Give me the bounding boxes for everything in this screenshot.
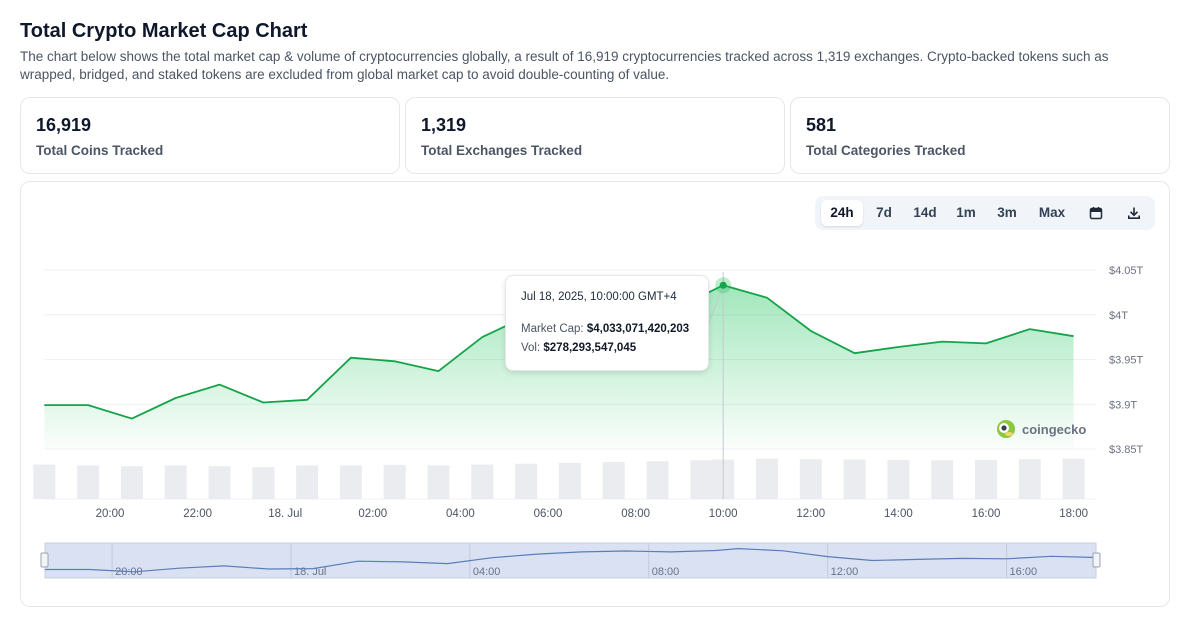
volume-bar [602,462,625,499]
chart-tooltip: Jul 18, 2025, 10:00:00 GMT+4 Market Cap:… [505,275,709,371]
volume-bar [427,465,450,499]
y-tick-label: $4T [1109,310,1128,322]
volume-bar [33,464,56,499]
brand-name: coingecko [1022,421,1087,437]
x-axis-ticks: 20:00 22:00 18. Jul 02:00 04:00 06:00 08:00 10:… [96,508,1088,520]
x-tick-label: 10:00 [709,508,738,520]
y-tick-label: $3.9T [1109,399,1137,411]
stat-label: Total Categories Tracked [806,143,966,158]
page-description: The chart below shows the total market c… [20,49,1109,82]
x-tick-label: 18:00 [1059,508,1088,520]
gecko-icon [997,420,1015,438]
volume-bar [931,460,954,499]
tooltip-market-cap-label: Market Cap: [521,323,584,335]
navigator-handle-left [40,552,49,568]
x-tick-label: 22:00 [183,508,212,520]
x-tick-label: 14:00 [884,508,913,520]
range-button-14d[interactable]: 14d [913,205,937,220]
hover-marker [719,281,727,289]
range-button-3m[interactable]: 3m [997,205,1017,220]
volume-bar [1018,459,1041,499]
navigator-tick-label: 12:00 [831,566,859,578]
volume-bar [646,461,669,499]
x-tick-label: 02:00 [358,508,387,520]
calendar-icon[interactable] [1083,200,1109,226]
x-tick-label: 06:00 [534,508,563,520]
y-tick-label: $3.85T [1109,444,1144,456]
stat-value: 1,319 [421,115,467,135]
x-tick-label: 18. Jul [268,508,302,520]
stat-value: 581 [806,115,837,135]
volume-bar [383,464,406,499]
volume-bar [77,465,100,499]
navigator-tick-label: 16:00 [1010,566,1038,578]
tooltip-connector [708,285,724,324]
range-button-7d[interactable]: 7d [876,205,892,220]
volume-bar [339,465,362,499]
time-range-selector: 24h 7d 14d 1m 3m Max [815,196,1155,230]
stat-label: Total Exchanges Tracked [421,143,583,158]
volume-bar [515,463,538,499]
tooltip-volume: Vol: $278,293,547,045 [521,342,636,354]
stat-label: Total Coins Tracked [36,143,164,158]
navigator-handle-right [1092,552,1101,568]
x-tick-label: 12:00 [796,508,825,520]
tooltip-market-cap-value: $4,033,071,420,203 [586,323,690,335]
x-tick-label: 16:00 [972,508,1001,520]
volume-bar [756,458,778,499]
volume-bar [1062,458,1085,499]
volume-bar [252,467,275,499]
volume-bar [690,460,713,499]
volume-bars [33,458,1085,499]
tooltip-volume-label: Vol: [521,342,541,354]
stat-value: 16,919 [36,115,92,135]
stat-card-categories: 581 Total Categories Tracked [790,97,1170,174]
volume-bar [975,459,997,499]
coingecko-watermark: coingecko [996,419,1086,439]
y-axis-ticks: $4.05T $4T $3.95T $3.9T $3.85T [1109,265,1144,456]
volume-bar [208,466,231,499]
navigator-tick-label: 08:00 [652,566,680,578]
volume-bar [843,459,866,499]
volume-bar [799,459,822,499]
volume-bar [120,466,143,499]
tooltip-market-cap: Market Cap: $4,033,071,420,203 [521,323,689,335]
navigator-series-line [45,547,1097,573]
volume-bar [164,465,187,499]
page-title: Total Crypto Market Cap Chart [20,20,308,42]
y-tick-label: $3.95T [1109,355,1144,367]
range-button-24h[interactable]: 24h [821,200,863,226]
tooltip-date: Jul 18, 2025, 10:00:00 GMT+4 [521,291,677,303]
x-tick-label: 20:00 [96,508,125,520]
volume-bar [558,462,581,499]
crosshair [708,272,732,499]
x-tick-label: 08:00 [621,508,650,520]
tooltip-volume-value: $278,293,547,045 [543,342,637,354]
volume-bar [296,465,319,499]
x-tick-label: 04:00 [446,508,475,520]
volume-bar [471,464,494,499]
range-button-max[interactable]: Max [1038,205,1066,220]
download-icon[interactable] [1121,200,1147,226]
stat-card-coins: 16,919 Total Coins Tracked [20,97,400,174]
stat-card-exchanges: 1,319 Total Exchanges Tracked [405,97,785,174]
y-tick-label: $4.05T [1109,265,1144,277]
volume-bar [887,459,910,499]
range-button-1m[interactable]: 1m [956,205,976,220]
range-navigator[interactable]: 20:00 18. Jul 04:00 08:00 12:00 16:00 [40,542,1101,579]
navigator-window [44,542,1097,579]
navigator-tick-label: 04:00 [473,566,501,578]
